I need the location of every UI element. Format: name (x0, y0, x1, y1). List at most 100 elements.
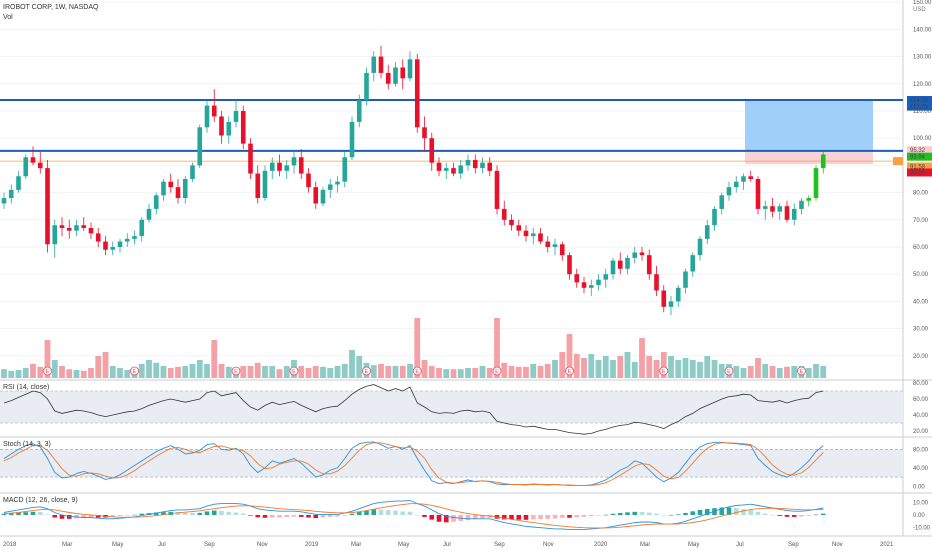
earnings-marker-label: E (727, 369, 731, 375)
macd-histogram-bar (117, 515, 123, 517)
volume-bar (88, 368, 94, 378)
macd-histogram-bar (516, 515, 522, 520)
candle (719, 195, 725, 209)
volume-bar (631, 362, 638, 378)
candle (226, 121, 232, 136)
candle (306, 173, 311, 188)
macd-histogram-bar (349, 513, 355, 515)
price-axis[interactable]: 20.0030.0040.0050.0060.0070.0080.0090.00… (913, 0, 932, 360)
horizontal-levels[interactable] (0, 98, 903, 152)
macd-histogram-bar (581, 515, 587, 517)
macd-histogram-bar (248, 515, 253, 516)
volume-bar (421, 360, 428, 378)
volume-bar (305, 368, 312, 378)
macd-histogram-bar (400, 511, 406, 515)
macd-histogram-bar (269, 515, 275, 518)
volume-bars (1, 318, 827, 378)
volume-bar (356, 356, 363, 378)
volume-bar (436, 368, 442, 378)
candle (806, 198, 812, 201)
price-tick-label: 70.00 (913, 218, 929, 224)
position-zones (0, 99, 903, 165)
macd-histogram-bar (813, 514, 819, 516)
stoch-band (0, 449, 903, 478)
price-label-box (907, 152, 932, 161)
macd-histogram-bar (23, 512, 29, 515)
volume-bar (718, 364, 725, 378)
stop-zone (745, 150, 873, 165)
volume-bar (1, 369, 7, 378)
volume-bar (312, 366, 319, 378)
price-label-box (907, 168, 932, 177)
volume-bar (537, 366, 544, 378)
macd-histogram-bar (233, 512, 239, 515)
volume-bar (225, 366, 232, 378)
chart-title: IROBOT CORP, 1W, NASDAQ (3, 4, 99, 11)
volume-bar (189, 364, 196, 378)
volume-bar (59, 366, 65, 378)
time-tick-label: 2020 (594, 542, 608, 548)
macd-histogram-bar (443, 515, 449, 523)
price-tick-label: 140.00 (913, 27, 932, 33)
earnings-marker (492, 366, 502, 376)
candle (603, 274, 609, 280)
candle (726, 187, 732, 196)
macd-histogram-bar (523, 515, 529, 520)
volume-bar (196, 360, 203, 378)
volume-bar (254, 362, 261, 378)
macd-histogram-bar (37, 512, 43, 515)
volume-bar (378, 364, 384, 378)
macd-histogram-bar (262, 515, 268, 518)
macd-histogram-bar (175, 512, 181, 515)
volume-bar (776, 368, 783, 378)
earnings-marker-label: E (800, 369, 804, 375)
volume-bar (733, 366, 740, 378)
time-axis[interactable]: 2018 Mar May Jul Sep Nov 2019 Mar May Jul Sep Nov 20… (3, 542, 894, 548)
volume-bar (747, 366, 754, 378)
price-label: 91.58 (910, 164, 926, 170)
volume-bar (414, 318, 421, 378)
candle (567, 255, 572, 275)
macd-histogram-bar (755, 511, 761, 515)
macd-histogram-bar (610, 513, 616, 515)
candle (777, 206, 783, 212)
earnings-marker (43, 366, 52, 376)
candle (690, 255, 696, 272)
entry-tag (893, 157, 903, 166)
macd-histogram-bar (226, 511, 232, 515)
macd-histogram-bar (240, 513, 246, 515)
volume-bar (653, 360, 660, 378)
volume-bar (566, 334, 573, 378)
candle (385, 72, 391, 84)
candle (74, 225, 79, 231)
macd-histogram-bar (393, 510, 398, 515)
candle (110, 247, 116, 250)
volume-bar (138, 364, 145, 378)
macd-histogram-bar (784, 515, 790, 517)
macd-histogram-bar (335, 515, 340, 517)
macd-histogram-bar (501, 515, 507, 520)
volume-bar (486, 368, 493, 378)
price-tick-label: 60.00 (913, 245, 929, 251)
candle (103, 241, 108, 250)
candle (327, 184, 333, 190)
macd-histogram-bar (472, 515, 478, 520)
macd-histogram-bar (683, 512, 688, 515)
volume-bar (617, 356, 624, 378)
volume-bar (327, 368, 334, 378)
candle (197, 127, 203, 166)
earnings-marker-label: E (415, 369, 419, 375)
macd-histogram-bar (306, 515, 311, 518)
volume-bar (472, 368, 479, 378)
candle (211, 105, 217, 117)
macd-histogram-bar (407, 511, 413, 515)
macd-line (3, 499, 824, 531)
macd-histogram-bar (284, 515, 290, 518)
volume-bar (102, 352, 109, 378)
macd-histogram-bar (704, 508, 710, 515)
volume-bar (399, 366, 406, 378)
price-tick-label: 20.00 (913, 354, 929, 360)
volume-bar (479, 366, 486, 378)
